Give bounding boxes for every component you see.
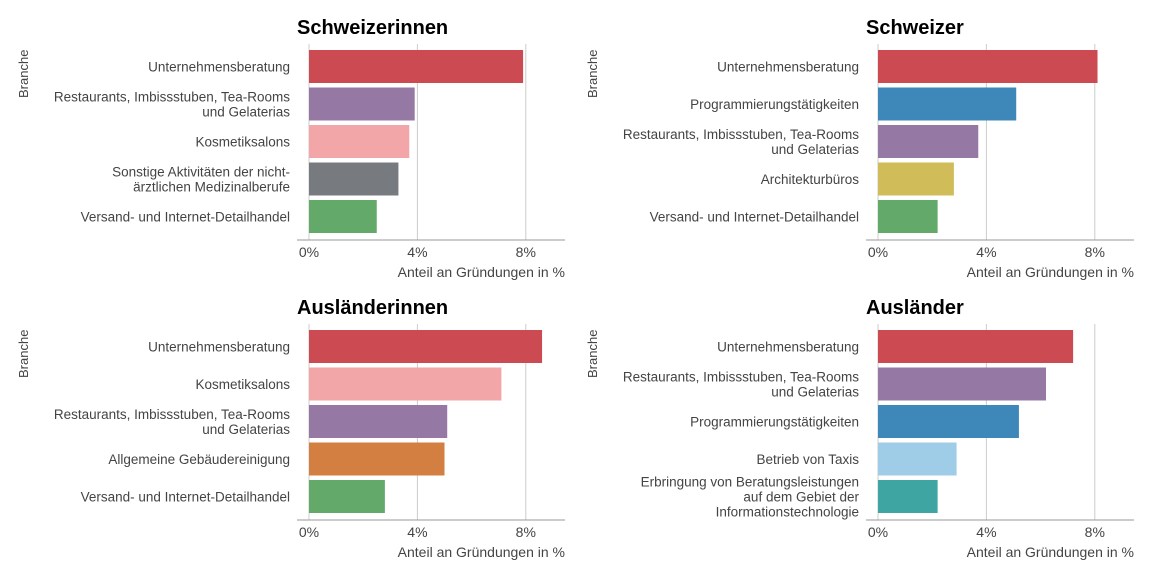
category-label-line: Sonstige Aktivitäten der nicht- bbox=[112, 165, 290, 180]
bar bbox=[878, 480, 938, 513]
category-label: Restaurants, Imbissstuben, Tea-Rooms und … bbox=[54, 407, 290, 437]
category-label: Unternehmensberatung bbox=[148, 60, 290, 75]
category-label-line: ärztlichen Medizinalberufe bbox=[133, 180, 290, 195]
category-label: Architekturbüros bbox=[761, 172, 860, 187]
chart-title: Ausländerinnen bbox=[297, 297, 448, 319]
bar bbox=[878, 405, 1019, 438]
category-label-line: Erbringung von Beratungsleistungen bbox=[641, 475, 859, 490]
x-tick-label: 0% bbox=[868, 524, 888, 540]
category-label-line: und Gelaterias bbox=[771, 142, 859, 157]
category-label-line: Betrieb von Taxis bbox=[756, 452, 859, 467]
chart-panel: Ausländer Branche 0% 4% 8% Anteil an Gründung… bbox=[585, 297, 1134, 560]
category-label-line: und Gelaterias bbox=[202, 422, 290, 437]
chart-title: Ausländer bbox=[866, 297, 964, 319]
category-label-line: Restaurants, Imbissstuben, Tea-Rooms bbox=[54, 90, 290, 105]
category-label-line: Unternehmensberatung bbox=[148, 340, 290, 355]
bar bbox=[309, 480, 385, 513]
bar bbox=[309, 125, 410, 158]
y-axis-label: Branche bbox=[16, 50, 31, 98]
bar bbox=[309, 50, 524, 83]
bar bbox=[878, 125, 979, 158]
bar bbox=[309, 87, 415, 121]
bar bbox=[878, 50, 1098, 83]
category-label: Allgemeine Gebäudereinigung bbox=[108, 452, 290, 467]
category-label: Versand- und Internet-Detailhandel bbox=[650, 210, 859, 225]
category-label: Erbringung von Beratungsleistungen auf de… bbox=[641, 475, 860, 520]
bar bbox=[878, 200, 938, 233]
x-tick-label: 0% bbox=[299, 244, 319, 260]
category-label: Kosmetiksalons bbox=[195, 377, 290, 392]
bar bbox=[309, 162, 399, 196]
x-tick-label: 0% bbox=[868, 244, 888, 260]
category-label: Programmierungstätigkeiten bbox=[690, 415, 859, 430]
category-label-line: Programmierungstätigkeiten bbox=[690, 415, 859, 430]
category-label-line: Architekturbüros bbox=[761, 172, 860, 187]
category-label: Programmierungstätigkeiten bbox=[690, 97, 859, 112]
chart-panel: Schweizer Branche 0% 4% 8% Anteil an Gründung… bbox=[585, 17, 1134, 280]
category-label: Restaurants, Imbissstuben, Tea-Rooms und … bbox=[623, 127, 859, 157]
bar bbox=[878, 162, 954, 196]
category-label-line: Programmierungstätigkeiten bbox=[690, 97, 859, 112]
category-label: Versand- und Internet-Detailhandel bbox=[81, 210, 290, 225]
bar bbox=[878, 442, 957, 476]
x-tick-label: 8% bbox=[516, 524, 536, 540]
bar bbox=[309, 405, 448, 438]
x-tick-label: 8% bbox=[1085, 244, 1105, 260]
category-label-line: und Gelaterias bbox=[202, 105, 290, 120]
category-label: Betrieb von Taxis bbox=[756, 452, 859, 467]
category-label-line: Unternehmensberatung bbox=[148, 60, 290, 75]
category-label-line: Versand- und Internet-Detailhandel bbox=[81, 210, 290, 225]
category-label-line: Restaurants, Imbissstuben, Tea-Rooms bbox=[54, 407, 290, 422]
category-label-line: Unternehmensberatung bbox=[717, 60, 859, 75]
category-label-line: auf dem Gebiet der bbox=[743, 490, 859, 505]
category-label-line: Unternehmensberatung bbox=[717, 340, 859, 355]
category-label: Versand- und Internet-Detailhandel bbox=[81, 490, 290, 505]
x-tick-label: 4% bbox=[407, 244, 427, 260]
category-label-line: und Gelaterias bbox=[771, 385, 859, 400]
category-label: Kosmetiksalons bbox=[195, 135, 290, 150]
category-label-line: Kosmetiksalons bbox=[195, 377, 290, 392]
category-label-line: Versand- und Internet-Detailhandel bbox=[650, 210, 859, 225]
category-label: Sonstige Aktivitäten der nicht-ärztliche… bbox=[112, 165, 290, 195]
category-label: Unternehmensberatung bbox=[717, 60, 859, 75]
y-axis-label: Branche bbox=[585, 50, 600, 98]
x-tick-label: 8% bbox=[1085, 524, 1105, 540]
x-axis-label: Anteil an Gründungen in % bbox=[398, 264, 565, 280]
category-label-line: Kosmetiksalons bbox=[195, 135, 290, 150]
bar bbox=[309, 367, 502, 401]
bar bbox=[878, 330, 1074, 363]
category-label-line: Versand- und Internet-Detailhandel bbox=[81, 490, 290, 505]
bar bbox=[878, 87, 1017, 121]
x-tick-label: 4% bbox=[976, 244, 996, 260]
chart-panel: Schweizerinnen Branche 0% 4% 8% Anteil an Grü… bbox=[16, 17, 565, 280]
x-tick-label: 4% bbox=[407, 524, 427, 540]
chart-panel: Ausländerinnen Branche 0% 4% 8% Anteil an Grü… bbox=[16, 297, 565, 560]
bar bbox=[878, 367, 1047, 401]
category-label: Restaurants, Imbissstuben, Tea-Rooms und … bbox=[623, 370, 859, 400]
category-label: Unternehmensberatung bbox=[717, 340, 859, 355]
x-tick-label: 0% bbox=[299, 524, 319, 540]
category-label-line: Restaurants, Imbissstuben, Tea-Rooms bbox=[623, 127, 859, 142]
category-label: Unternehmensberatung bbox=[148, 340, 290, 355]
x-axis-label: Anteil an Gründungen in % bbox=[967, 264, 1134, 280]
bar bbox=[309, 442, 445, 476]
category-label-line: Restaurants, Imbissstuben, Tea-Rooms bbox=[623, 370, 859, 385]
x-tick-label: 4% bbox=[976, 524, 996, 540]
y-axis-label: Branche bbox=[16, 330, 31, 378]
chart-title: Schweizerinnen bbox=[297, 17, 448, 39]
category-label-line: Allgemeine Gebäudereinigung bbox=[108, 452, 290, 467]
bar bbox=[309, 200, 377, 233]
category-label-line: Informationstechnologie bbox=[716, 505, 859, 520]
bar bbox=[309, 330, 543, 363]
x-tick-label: 8% bbox=[516, 244, 536, 260]
x-axis-label: Anteil an Gründungen in % bbox=[967, 544, 1134, 560]
chart-title: Schweizer bbox=[866, 17, 964, 39]
y-axis-label: Branche bbox=[585, 330, 600, 378]
x-axis-label: Anteil an Gründungen in % bbox=[398, 544, 565, 560]
category-label: Restaurants, Imbissstuben, Tea-Rooms und … bbox=[54, 90, 290, 120]
